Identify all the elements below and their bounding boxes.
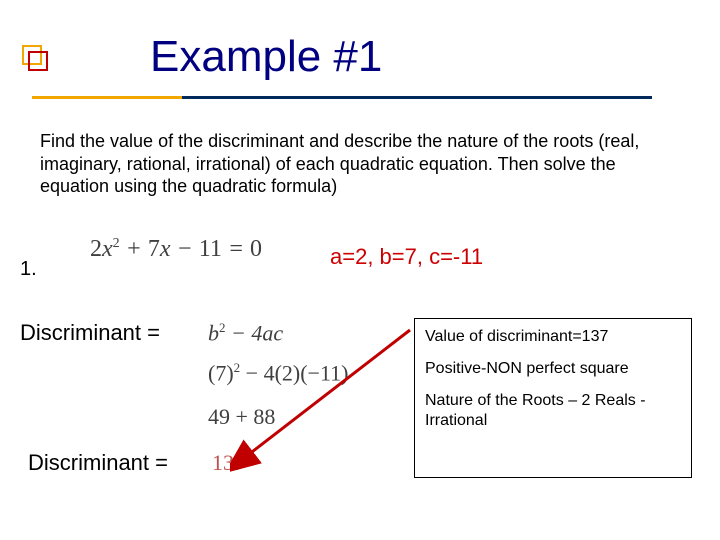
discriminant-step-2: (7)2 − 4(2)(−11) [208, 360, 348, 386]
discriminant-label-1: Discriminant = [20, 320, 160, 346]
callout-box: Value of discriminant=137 Positive-NON p… [414, 318, 692, 478]
underline-segment-2 [182, 96, 652, 99]
callout-line-3: Nature of the Roots – 2 Reals - Irration… [425, 391, 681, 431]
discriminant-result: 137 [212, 450, 245, 476]
callout-line-1: Value of discriminant=137 [425, 327, 681, 347]
item-number: 1. [20, 258, 37, 281]
coefficients-line: a=2, b=7, c=-11 [330, 244, 483, 270]
discriminant-label-2: Discriminant = [28, 450, 168, 476]
title-underline [32, 96, 652, 99]
bullet-square-inner [28, 51, 48, 71]
page-title: Example #1 [150, 32, 382, 82]
title-bullet-icon [22, 45, 50, 73]
callout-line-2: Positive-NON perfect square [425, 359, 681, 379]
equation: 2x2 + 7x − 11 = 0 [90, 236, 262, 263]
arrow-icon [230, 325, 430, 475]
discriminant-step-3: 49 + 88 [208, 404, 275, 430]
problem-row: 1. 2x2 + 7x − 11 = 0 a=2, b=7, c=-11 [20, 240, 700, 290]
underline-segment-1 [32, 96, 182, 99]
instructions-text: Find the value of the discriminant and d… [40, 130, 680, 198]
discriminant-formula: b2 − 4ac [208, 320, 283, 346]
